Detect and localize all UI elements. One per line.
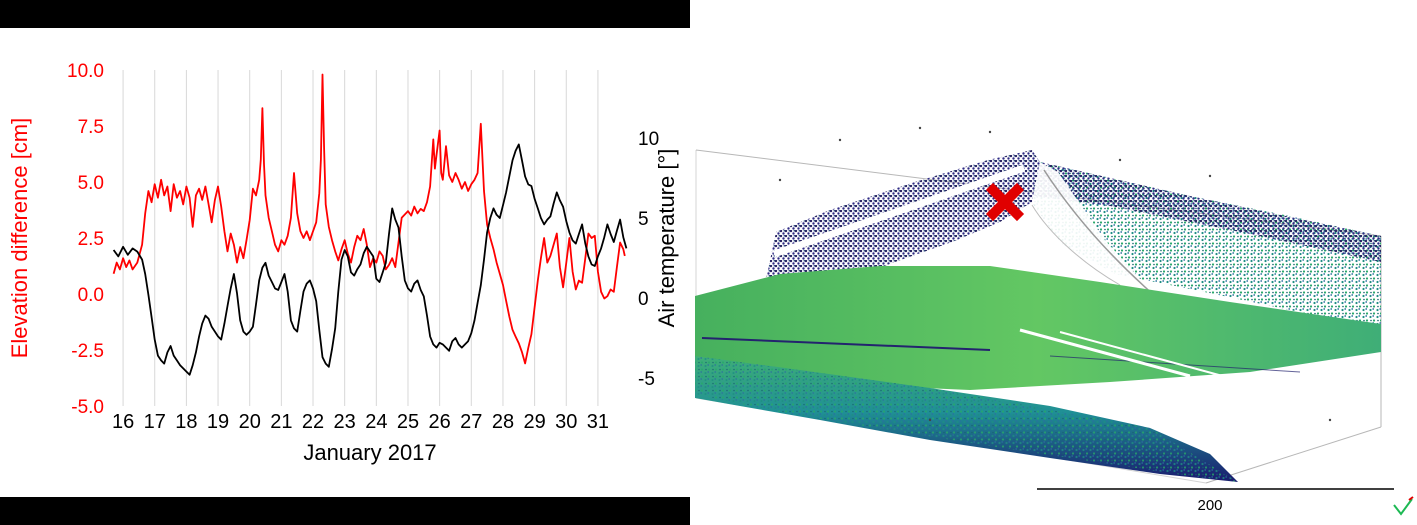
- outlier-points: [778, 126, 1332, 422]
- x-tick-label: 30: [555, 411, 577, 433]
- x-tick-label: 22: [302, 411, 324, 433]
- left-y-tick-label: -5.0: [71, 397, 104, 418]
- x-tick-label: 23: [334, 411, 356, 433]
- scale-bar-label: 200: [1197, 497, 1222, 514]
- x-tick-label: 28: [492, 411, 514, 433]
- embankment-upper-dark-edge: [1034, 162, 1381, 262]
- right-y-tick-label: 0: [638, 289, 649, 310]
- series-layer: [112, 73, 628, 376]
- red-x-marker: [985, 182, 1025, 222]
- left-y-tick-label: 2.5: [78, 229, 104, 250]
- left-y-tick-label: 5.0: [78, 173, 104, 194]
- timeseries-panel: 16 17 18 19 20 21 22 23 24 25 26 27 28 29 30 31 10.0 7.5 5…: [0, 0, 690, 525]
- x-tick-label: 19: [207, 411, 229, 433]
- bottom-black-bar: [0, 497, 690, 525]
- dual-axis-line-chart: 16 17 18 19 20 21 22 23 24 25 26 27 28 29 30 31 10.0 7.5 5…: [7, 61, 679, 465]
- x-axis-title: January 2017: [303, 440, 436, 465]
- dike-crest-road: [772, 164, 1026, 258]
- top-black-bar: [0, 0, 690, 28]
- grass-track-lines: [701, 328, 1301, 379]
- water-speckle-edge: [695, 356, 1238, 482]
- right-y-tick-label: 10: [638, 129, 659, 150]
- x-tick-label: 21: [270, 411, 292, 433]
- gridlines-layer: [122, 70, 599, 406]
- tick-labels-layer: 16 17 18 19 20 21 22 23 24 25 26 27 28 29 30 31 10.0 7.5 5…: [67, 61, 659, 433]
- pointcloud-3d-view: 200: [695, 126, 1414, 516]
- x-tick-label: 27: [460, 411, 482, 433]
- elevation-series-line: [112, 73, 626, 365]
- grass-region: [695, 266, 1381, 390]
- x-tick-label: 25: [397, 411, 419, 433]
- x-tick-label: 31: [587, 411, 609, 433]
- right-y-tick-label: 5: [638, 209, 649, 230]
- x-tick-label: 16: [112, 411, 134, 433]
- left-axis-title: Elevation difference [cm]: [7, 118, 32, 359]
- left-y-tick-label: 7.5: [78, 117, 104, 138]
- left-y-tick-label: -2.5: [71, 341, 104, 362]
- x-tick-label: 20: [239, 411, 261, 433]
- right-axis-title: Air temperature [°]: [654, 149, 679, 328]
- x-tick-label: 26: [429, 411, 451, 433]
- pointcloud-panel: 200: [690, 0, 1417, 525]
- dam-face-region: [1031, 162, 1156, 297]
- left-y-tick-label: 0.0: [78, 285, 104, 306]
- right-y-tick-label: -5: [638, 369, 655, 390]
- x-tick-label: 17: [144, 411, 166, 433]
- temperature-series-line: [112, 143, 628, 376]
- x-tick-label: 29: [523, 411, 545, 433]
- x-tick-label: 18: [175, 411, 197, 433]
- x-tick-label: 24: [365, 411, 387, 433]
- orientation-axes-icon: [1393, 496, 1414, 516]
- scale-bar: 200: [1037, 488, 1394, 514]
- left-y-tick-label: 10.0: [67, 61, 104, 82]
